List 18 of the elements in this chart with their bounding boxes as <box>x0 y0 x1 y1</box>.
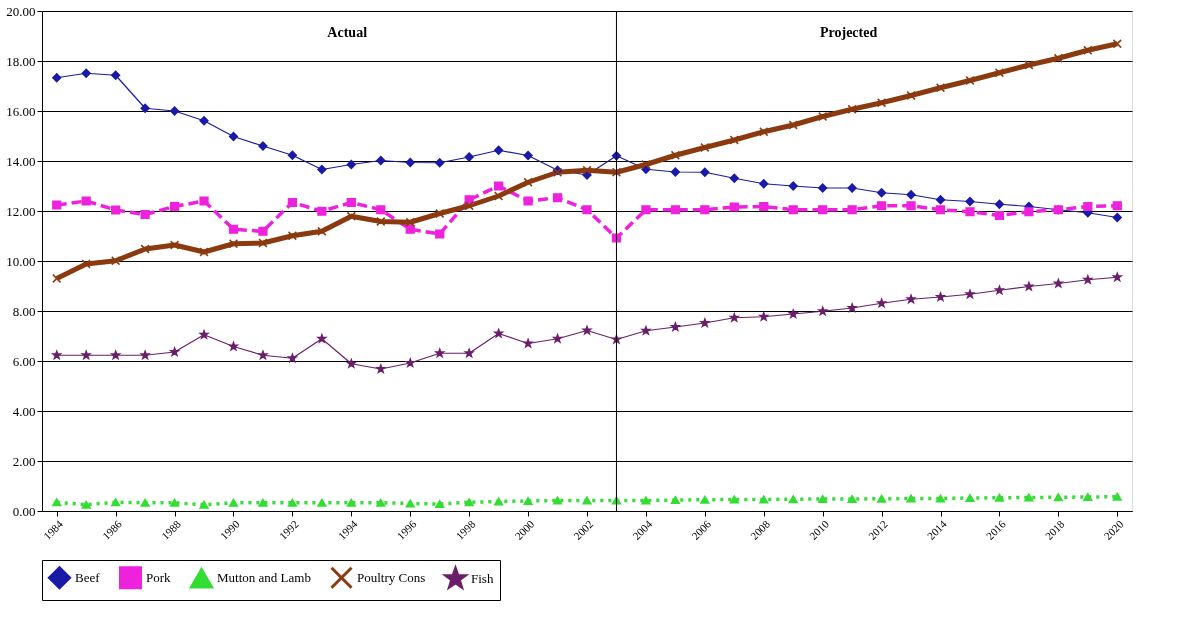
annotation: Projected <box>819 25 878 40</box>
y-tick-label: 10.00 <box>6 253 36 269</box>
legend-label: Mutton and Lamb <box>217 570 311 586</box>
annotation: Actual <box>327 25 368 40</box>
legend-label: Pork <box>146 569 172 585</box>
y-tick-label: 4.00 <box>12 403 36 419</box>
y-tick-label: 16.00 <box>6 103 36 119</box>
y-tick-label: 18.00 <box>6 53 36 69</box>
y-tick-label: 2.00 <box>12 453 36 469</box>
legend-label: Poultry Cons <box>357 569 426 585</box>
y-tick-label: 12.00 <box>6 203 36 219</box>
y-tick-label: 6.00 <box>12 353 36 369</box>
y-tick-label: 20.00 <box>6 3 36 19</box>
y-tick-label: 0.00 <box>12 503 36 519</box>
y-tick-label: 8.00 <box>12 303 36 319</box>
legend-label: Fish <box>471 570 494 586</box>
y-tick-label: 14.00 <box>6 153 36 169</box>
legend-label: Beef <box>75 569 101 585</box>
